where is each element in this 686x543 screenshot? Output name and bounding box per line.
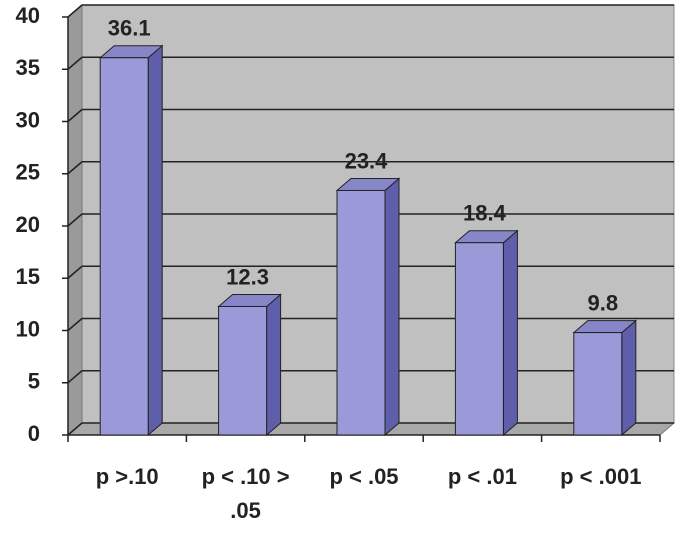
value-label: 36.1 (108, 16, 151, 41)
grid-line-side (67, 213, 83, 227)
grid-line-side (67, 56, 83, 70)
grid-line-side (67, 161, 83, 175)
value-label: 18.4 (463, 201, 507, 226)
x-tick-label: p >.10 (95, 464, 159, 489)
grid-line-side (67, 317, 83, 332)
y-tick-label: 10 (16, 316, 40, 341)
y-tick-label: 15 (16, 264, 40, 289)
bar-side (384, 177, 400, 437)
grid-line-side (67, 370, 83, 384)
bar-side (502, 229, 518, 437)
y-tick-label: 25 (16, 160, 40, 185)
value-label: 23.4 (345, 148, 389, 173)
bar (573, 332, 623, 436)
y-tick-label: 40 (16, 3, 40, 28)
grid-line-side (67, 265, 83, 279)
bar (454, 242, 504, 436)
bar (336, 189, 386, 436)
x-tick-label: p < .10 > .05 (201, 464, 290, 523)
bar-side (147, 44, 163, 437)
grid-line-side (67, 108, 83, 123)
bar-side (621, 319, 637, 437)
value-label: 9.8 (588, 290, 619, 315)
bar (99, 57, 149, 436)
x-tick-label: p < .05 (329, 464, 399, 489)
grid-line-side (67, 4, 83, 18)
y-tick-label: 35 (16, 55, 40, 80)
grid-line-side (67, 422, 83, 436)
bar-side (266, 293, 282, 437)
y-tick-label: 0 (28, 421, 40, 446)
y-tick-label: 20 (16, 212, 40, 237)
y-tick-label: 30 (16, 107, 40, 132)
bar (218, 305, 268, 436)
x-tick-label: p < .01 (447, 464, 517, 489)
value-label: 12.3 (226, 264, 269, 289)
x-tick-label: p < .001 (560, 464, 642, 489)
y-tick-label: 5 (28, 369, 40, 394)
